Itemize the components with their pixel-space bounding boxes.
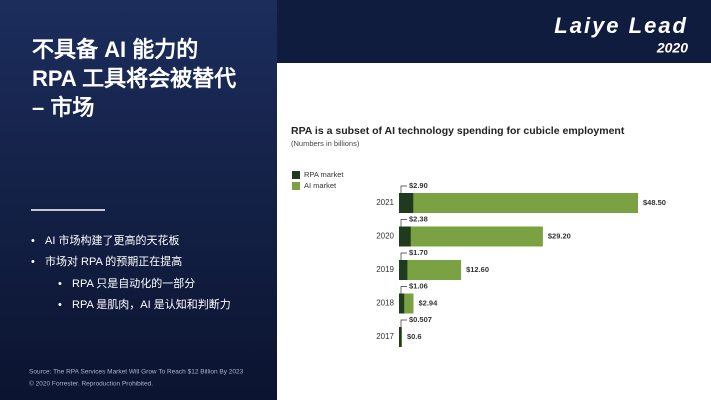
legend-swatch (292, 171, 300, 179)
bar (399, 327, 402, 347)
value-label: $1.06 (409, 281, 428, 290)
y-tick-label: 2018 (376, 299, 394, 308)
legend-label: RPA market (304, 170, 344, 179)
sub-bullet: RPA 是肌肉，AI 是认知和判断力 (72, 297, 231, 311)
copyright: © 2020 Forrester. Reproduction Prohibite… (29, 380, 153, 388)
y-tick-label: 2019 (376, 265, 394, 274)
value-label: $12.60 (466, 265, 489, 274)
value-label: $2.94 (418, 298, 438, 307)
bullet-dot: • (58, 278, 62, 290)
bar (399, 193, 638, 213)
logo: Laiye Lead (554, 13, 688, 38)
legend-swatch (292, 182, 300, 190)
bullet-dot: • (58, 299, 62, 311)
sub-bullet: RPA 只是自动化的一部分 (72, 276, 195, 290)
bar (399, 293, 405, 314)
chart-subtitle: (Numbers in billions) (291, 139, 360, 148)
value-label: $2.90 (409, 181, 428, 190)
bar (399, 193, 414, 213)
bullet-dot: • (31, 235, 35, 247)
title-line: RPA 工具将会被替代 (32, 66, 236, 91)
label-leader (400, 319, 407, 327)
value-label: $0.6 (407, 332, 422, 341)
bullets: • AI 市场构建了更高的天花板 • 市场对 RPA 的预期正在提高 • RPA… (31, 233, 231, 311)
label-leader (400, 219, 407, 227)
top-band (277, 0, 711, 63)
bar (399, 260, 462, 280)
bullet-dot: • (31, 256, 35, 268)
bar (399, 260, 408, 280)
value-label: $29.20 (548, 231, 571, 240)
slide-title: 不具备 AI 能力的 RPA 工具将会被替代 – 市场 (32, 37, 236, 120)
value-label: $2.38 (409, 214, 428, 223)
label-leader (400, 286, 407, 294)
bar (399, 226, 543, 247)
title-line: 不具备 AI 能力的 (32, 37, 198, 62)
bullet: 市场对 RPA 的预期正在提高 (45, 254, 182, 268)
legend-label: AI market (304, 181, 337, 190)
label-leader (400, 252, 407, 260)
value-label: $1.70 (409, 248, 428, 257)
left-panel (0, 0, 277, 400)
y-tick-label: 2021 (376, 198, 394, 207)
title-line: – 市场 (32, 95, 94, 120)
bar (399, 226, 411, 247)
y-tick-label: 2017 (376, 332, 394, 341)
y-tick-label: 2020 (376, 232, 394, 241)
source: Source: The RPA Services Market Will Gro… (29, 369, 244, 376)
chart-title: RPA is a subset of AI technology spendin… (291, 125, 625, 137)
logo-year: 2020 (656, 40, 688, 56)
value-label: $0.507 (409, 315, 432, 324)
bullet: AI 市场构建了更高的天花板 (45, 233, 179, 247)
value-label: $48.50 (643, 198, 666, 207)
label-leader (400, 185, 407, 193)
